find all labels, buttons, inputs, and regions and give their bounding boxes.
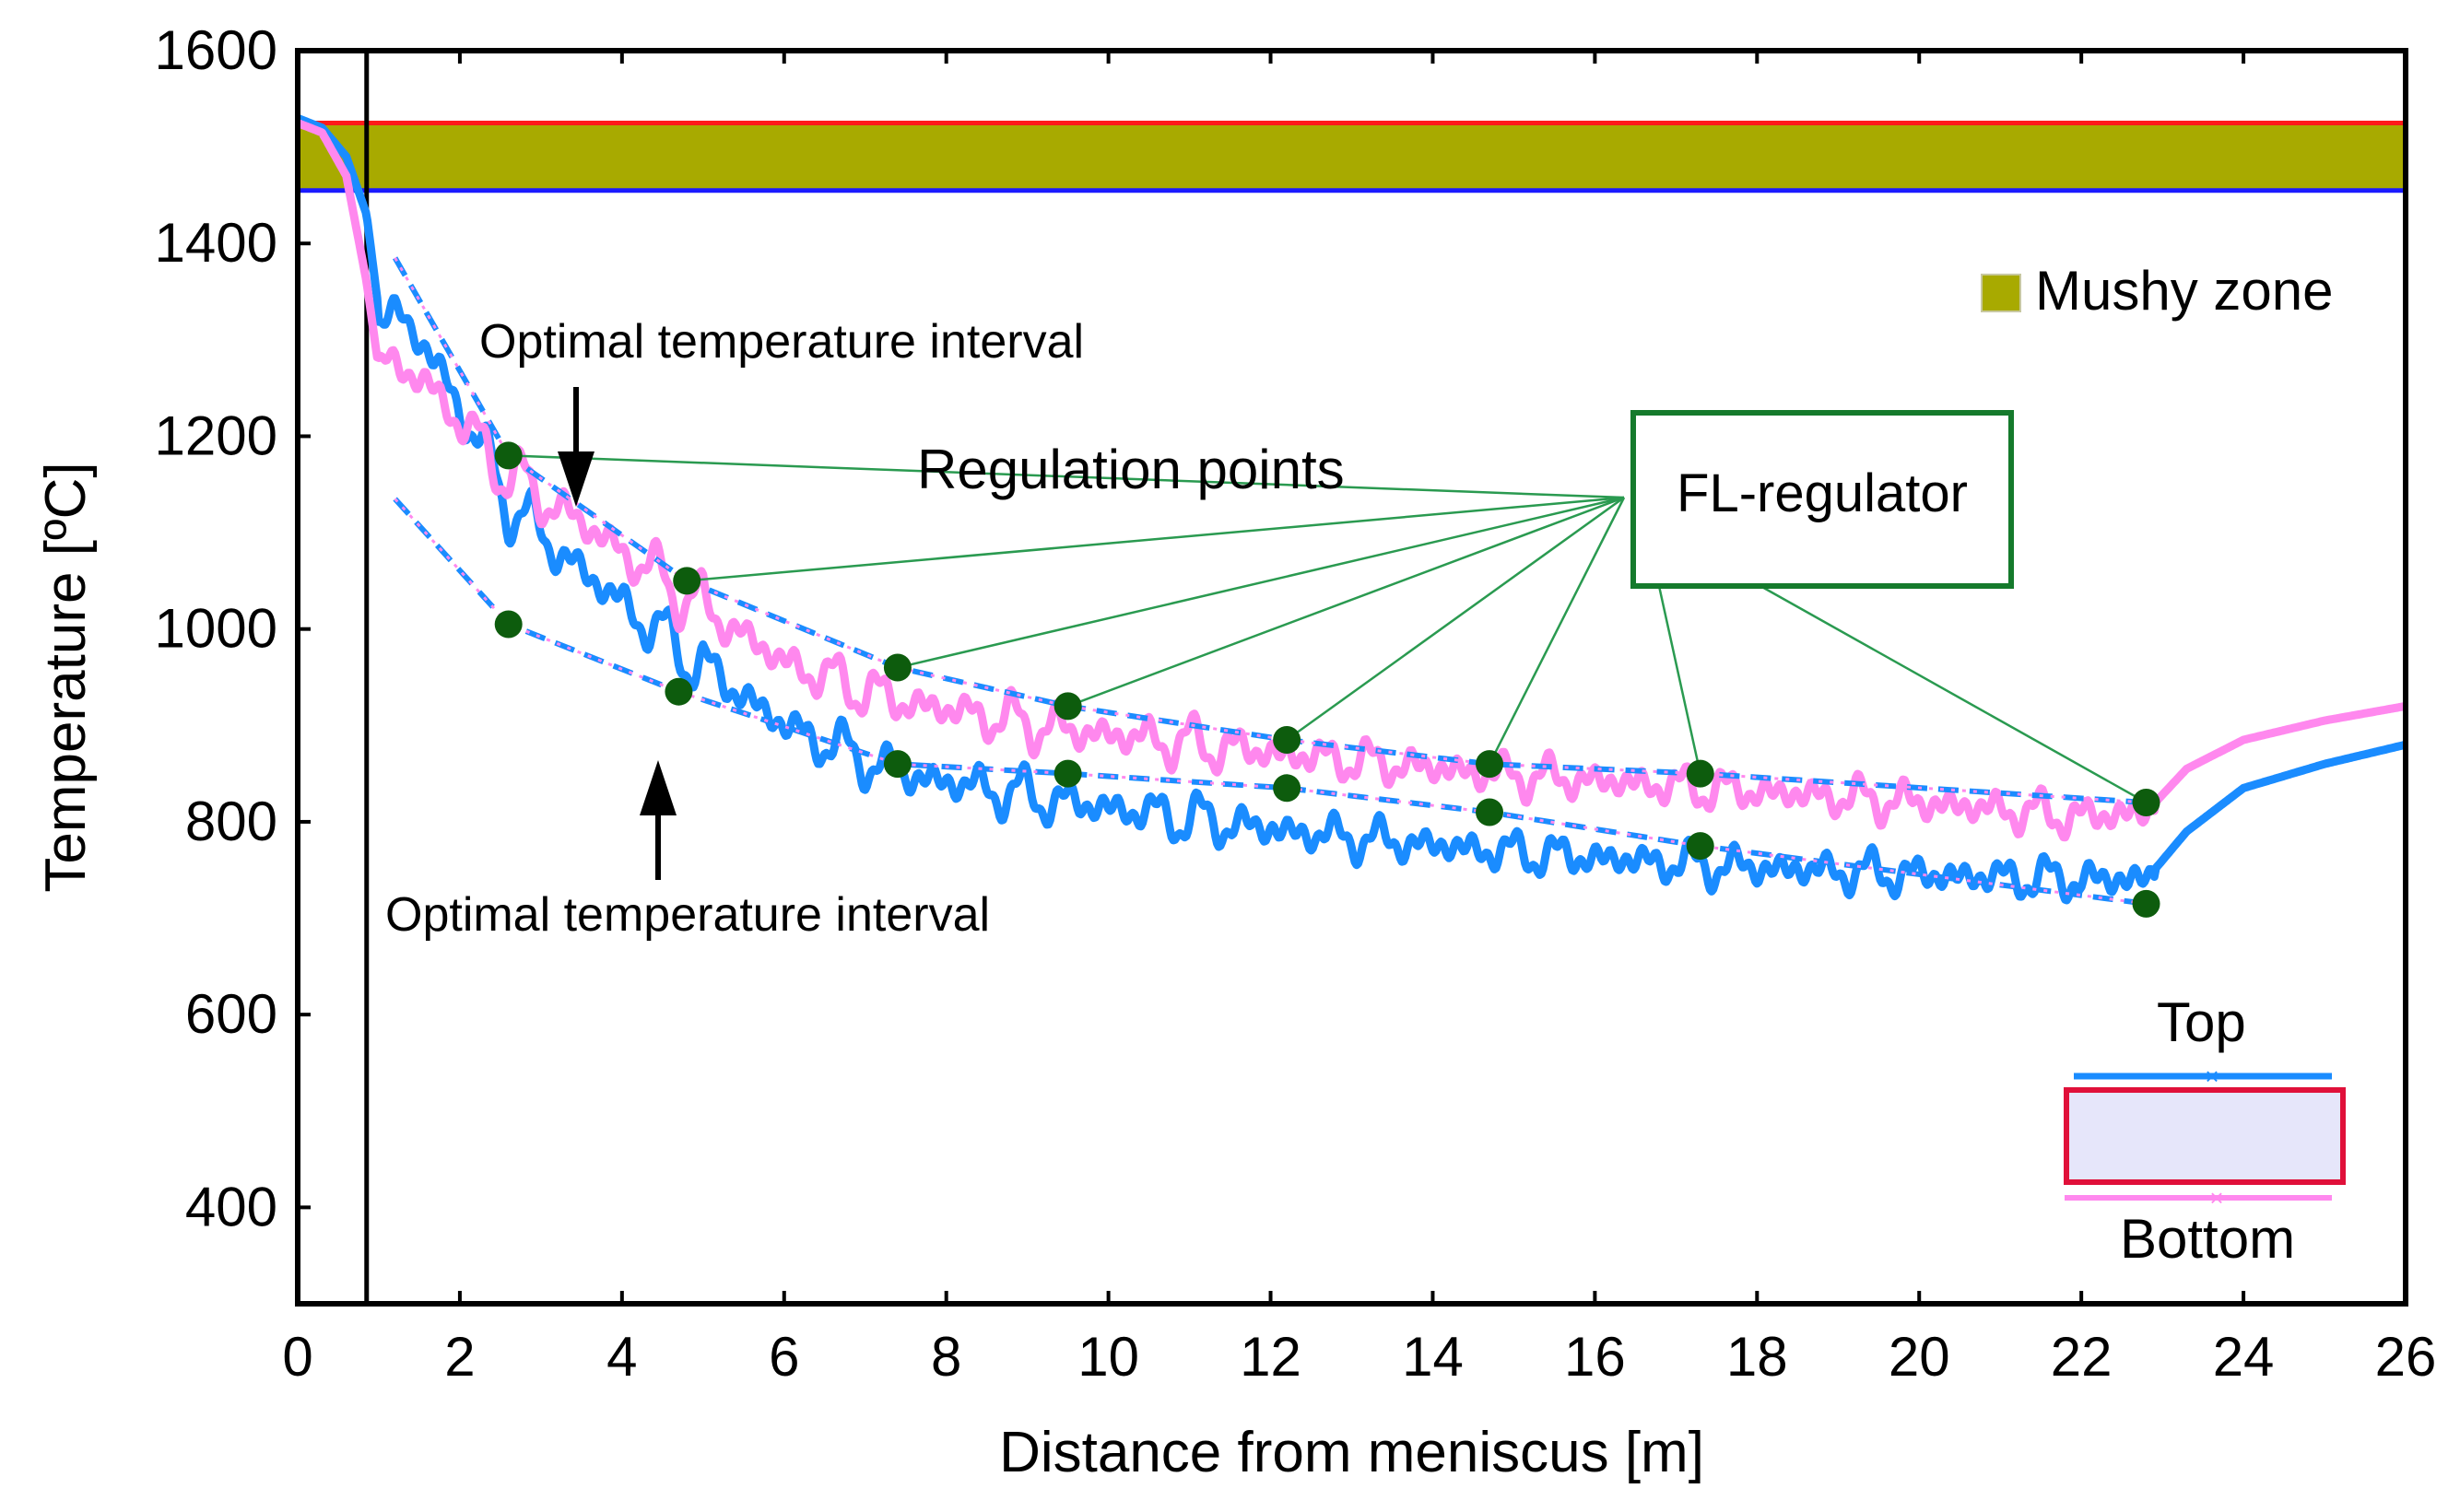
regulator-connector <box>1286 496 1625 742</box>
fl-regulator-box: FL-regulator <box>1630 410 2014 589</box>
mushy-zone-layer <box>298 120 2406 193</box>
y-tick-label: 1400 <box>155 212 277 274</box>
regulator-connector <box>897 496 1625 669</box>
mushy-zone-legend-swatch <box>1981 274 2021 312</box>
regulation-point <box>1053 692 1082 721</box>
regulator-connector <box>1488 497 1626 765</box>
regulation-point <box>2132 889 2160 918</box>
regulation-point <box>494 610 523 639</box>
x-tick-label: 26 <box>2375 1326 2437 1388</box>
regulation-point <box>665 677 693 706</box>
regulator-connector <box>508 454 1625 499</box>
regulation-points-layer <box>494 441 2160 918</box>
bottom-marker-icon: × <box>2209 1184 2223 1212</box>
y-tick-label: 1600 <box>155 19 277 81</box>
x-axis-label: Distance from meniscus [m] <box>999 1421 1704 1484</box>
y-axis: 400 600 800 1000 1200 1400 1600 <box>155 19 311 1237</box>
x-tick-label: 0 <box>282 1326 312 1388</box>
regulation-points-label: Regulation points <box>917 439 1345 500</box>
optimal-interval-lower-label: Optimal temperature interval <box>385 888 990 942</box>
y-tick-label: 1000 <box>155 598 277 660</box>
fl-regulator-frame <box>1630 410 2014 589</box>
series-line-bottom <box>295 119 2408 842</box>
x-tick-label: 20 <box>1889 1326 1950 1388</box>
up-arrow <box>640 760 677 880</box>
regulator-connector <box>1657 585 1701 774</box>
mushy-zone-legend-label: Mushy zone <box>2035 260 2334 322</box>
regulation-point <box>2132 789 2160 816</box>
x-tick-label: 24 <box>2213 1326 2275 1388</box>
regulator-connector <box>1067 496 1625 708</box>
x-axis: 0 2 4 6 8 10 12 14 16 18 20 22 24 26 <box>282 51 2436 1388</box>
regulation-point <box>1273 774 1301 803</box>
x-tick-label: 8 <box>931 1326 961 1388</box>
series-line-top <box>295 114 2408 905</box>
x-tick-label: 14 <box>1402 1326 1464 1388</box>
bottom-label: Bottom <box>2120 1208 2295 1270</box>
regulation-point <box>1476 798 1504 826</box>
regulation-point <box>1686 832 1714 861</box>
regulator-connector <box>687 496 1625 582</box>
regulation-point <box>1476 750 1504 779</box>
regulator-connector <box>1760 584 2148 804</box>
x-tick-label: 12 <box>1240 1326 1301 1388</box>
optimal-interval-upper-label: Optimal temperature interval <box>479 315 1084 369</box>
regulation-point <box>883 653 912 682</box>
regulation-point <box>1273 726 1301 754</box>
x-tick-label: 2 <box>444 1326 475 1388</box>
x-tick-label: 4 <box>606 1326 637 1388</box>
regulation-point <box>1053 759 1082 788</box>
x-tick-label: 6 <box>769 1326 799 1388</box>
optimal-interval-upper-line-overlay <box>394 257 2147 804</box>
mushy-zone-band <box>298 123 2406 191</box>
fl-regulator-label: FL-regulator <box>1677 463 1968 523</box>
regulation-point <box>673 567 701 595</box>
slab-cross-section: Top × × Bottom <box>2064 991 2346 1270</box>
top-marker-icon: × <box>2205 1062 2219 1090</box>
regulator-connector-layer <box>508 454 2148 804</box>
regulation-point <box>883 750 912 779</box>
slab-rectangle <box>2064 1087 2346 1185</box>
top-label: Top <box>2157 991 2246 1053</box>
series-layer <box>295 114 2408 905</box>
regulation-point <box>1686 759 1714 788</box>
x-tick-label: 10 <box>1077 1326 1139 1388</box>
y-tick-label: 400 <box>185 1176 277 1237</box>
down-arrow <box>558 387 594 507</box>
x-tick-label: 22 <box>2051 1326 2113 1388</box>
regulation-point <box>494 441 523 470</box>
legend: Mushy zone <box>1981 260 2334 322</box>
x-tick-label: 16 <box>1564 1326 1626 1388</box>
y-tick-label: 600 <box>185 983 277 1045</box>
y-axis-label: Temperature [ºC] <box>34 462 98 892</box>
y-tick-label: 800 <box>185 791 277 852</box>
plot-frame <box>295 48 2408 1307</box>
y-tick-label: 1200 <box>155 404 277 466</box>
x-tick-label: 18 <box>1726 1326 1788 1388</box>
